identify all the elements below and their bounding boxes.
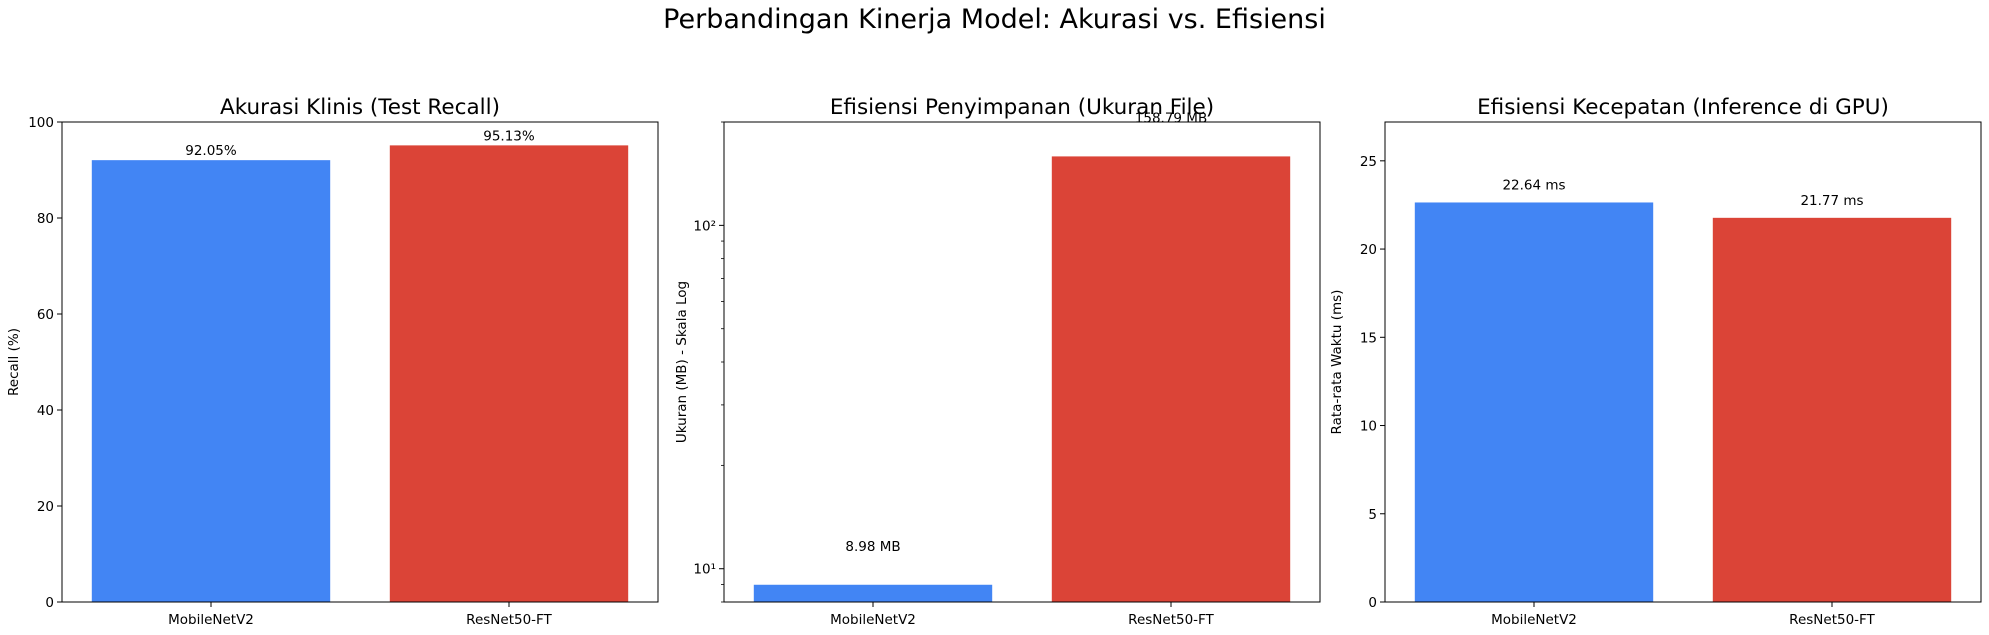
x-tick-label: MobileNetV2 <box>1491 612 1577 628</box>
bar-mobilenetv2 <box>1414 202 1654 602</box>
y-axis-label: Rata-rata Waktu (ms) <box>1329 290 1345 435</box>
y-tick-label: 0 <box>1368 595 1377 611</box>
y-axis-label: Ukuran (MB) - Skala Log <box>674 281 690 443</box>
data-label: 21.77 ms <box>1800 193 1863 209</box>
data-label: 92.05% <box>185 143 237 159</box>
figure-title: Perbandingan Kinerja Model: Akurasi vs. … <box>663 4 1326 35</box>
y-tick-label: 10 <box>1360 419 1377 435</box>
y-tick-label: 10¹ <box>693 562 716 578</box>
panel-title: Efisiensi Kecepatan (Inference di GPU) <box>1477 95 1889 120</box>
y-tick-label: 100 <box>28 115 54 131</box>
x-tick-label: ResNet50-FT <box>466 612 552 628</box>
data-label: 8.98 MB <box>845 539 900 555</box>
panel-title: Efisiensi Penyimpanan (Ukuran File) <box>830 95 1214 120</box>
y-tick-label: 20 <box>37 499 54 515</box>
panel-title: Akurasi Klinis (Test Recall) <box>220 95 500 120</box>
y-tick-label: 15 <box>1360 330 1377 346</box>
data-label: 95.13% <box>483 128 535 144</box>
bar-mobilenetv2 <box>91 160 331 602</box>
bar-resnet50-ft <box>1051 156 1291 602</box>
axes-frame <box>61 121 659 603</box>
y-tick-label: 40 <box>37 403 54 419</box>
y-tick-label: 25 <box>1360 154 1377 170</box>
axes-frame <box>1384 121 1982 603</box>
data-label: 22.64 ms <box>1502 177 1565 193</box>
y-tick-label: 60 <box>37 307 54 323</box>
y-tick-label: 5 <box>1368 507 1377 523</box>
x-tick-label: ResNet50-FT <box>1789 612 1875 628</box>
y-tick-label: 10² <box>693 218 716 234</box>
bar-resnet50-ft <box>1712 217 1952 602</box>
x-tick-label: MobileNetV2 <box>168 612 254 628</box>
x-tick-label: ResNet50-FT <box>1128 612 1214 628</box>
bar-mobilenetv2 <box>753 584 993 602</box>
y-axis-label: Recall (%) <box>6 328 22 396</box>
x-tick-label: MobileNetV2 <box>830 612 916 628</box>
bar-resnet50-ft <box>389 145 629 602</box>
y-tick-label: 80 <box>37 211 54 227</box>
y-tick-label: 0 <box>45 595 54 611</box>
y-tick-label: 20 <box>1360 242 1377 258</box>
